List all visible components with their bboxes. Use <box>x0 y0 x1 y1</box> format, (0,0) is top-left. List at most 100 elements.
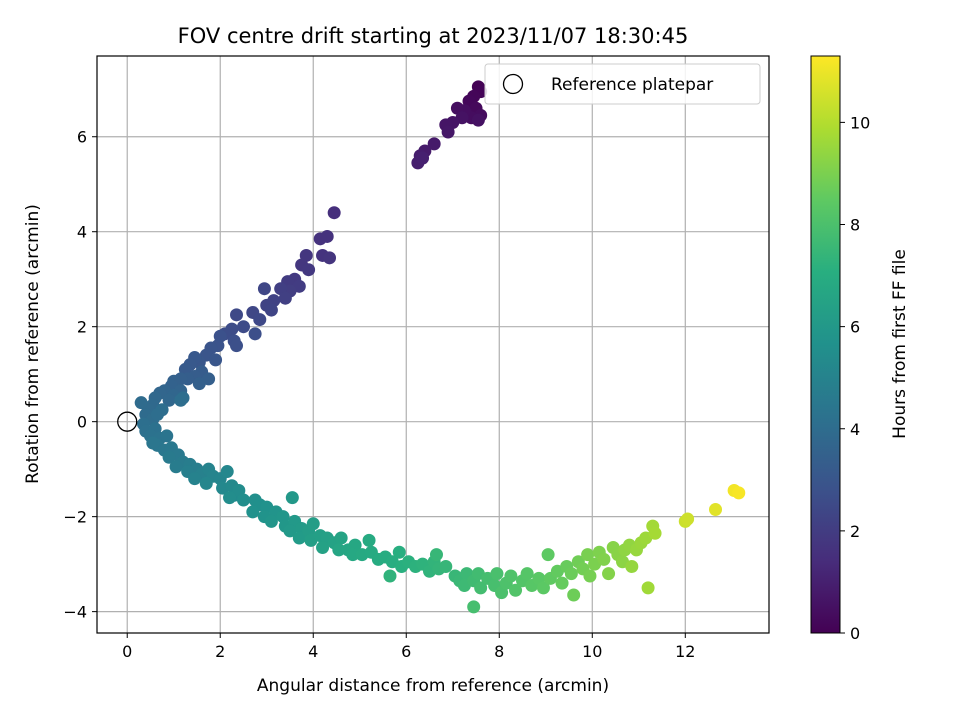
data-point <box>316 541 330 555</box>
x-tick-label: 8 <box>494 642 504 661</box>
data-point <box>223 491 237 505</box>
data-point <box>285 491 299 505</box>
y-axis-ticks: −4 −2 0 2 4 6 <box>63 128 97 622</box>
data-point <box>155 403 169 417</box>
reference-marker-group <box>117 411 138 432</box>
data-point <box>169 460 183 474</box>
data-point <box>246 505 260 519</box>
data-point <box>597 552 611 566</box>
data-point <box>490 567 504 581</box>
data-point <box>188 472 202 486</box>
y-tick-label: 0 <box>77 413 87 432</box>
data-point <box>427 137 441 151</box>
data-point <box>536 581 550 595</box>
data-point <box>236 493 250 507</box>
data-point <box>253 313 267 327</box>
data-point <box>541 548 555 562</box>
data-point <box>278 291 292 305</box>
data-point <box>162 450 176 464</box>
data-point <box>283 524 297 538</box>
data-point <box>230 308 244 322</box>
x-tick-label: 4 <box>308 642 318 661</box>
data-point <box>567 588 581 602</box>
data-point <box>648 526 662 540</box>
legend-entry-label: Reference platepar <box>551 75 713 95</box>
reference-platepar-marker <box>117 411 138 432</box>
colorbar-ticks: 0 2 4 6 8 10 <box>840 113 870 643</box>
x-axis-ticks: 0 2 4 6 8 10 12 <box>122 633 695 661</box>
data-point <box>162 393 176 407</box>
x-tick-label: 10 <box>582 642 602 661</box>
data-point <box>199 476 213 490</box>
data-point <box>474 581 488 595</box>
x-tick-label: 12 <box>675 642 695 661</box>
colorbar-tick-label: 0 <box>850 624 860 643</box>
colorbar-tick-label: 4 <box>850 420 860 439</box>
data-point <box>332 543 346 557</box>
data-point <box>302 263 316 277</box>
colorbar-tick-label: 10 <box>850 113 870 132</box>
data-point <box>230 339 244 353</box>
data-point <box>641 581 655 595</box>
legend: Reference platepar <box>484 63 761 105</box>
data-point <box>248 327 262 341</box>
y-tick-label: −2 <box>63 508 87 527</box>
colorbar-label: Hours from first FF file <box>890 249 910 439</box>
y-tick-label: 6 <box>77 128 87 147</box>
colorbar-tick-label: 8 <box>850 216 860 235</box>
data-point <box>346 548 360 562</box>
data-point <box>209 353 223 367</box>
data-point <box>625 560 639 574</box>
data-point <box>192 377 206 391</box>
data-point <box>323 251 337 265</box>
data-point <box>564 567 578 581</box>
data-point <box>383 569 397 583</box>
colorbar-frame <box>810 55 841 634</box>
data-point <box>392 545 406 559</box>
data-point <box>581 548 595 562</box>
data-point <box>160 429 174 443</box>
data-point <box>334 531 348 545</box>
data-point <box>220 465 234 479</box>
colorbar-tick-label: 2 <box>850 522 860 541</box>
data-point <box>520 567 534 581</box>
data-point <box>509 583 523 597</box>
x-axis-label: Angular distance from reference (arcmin) <box>257 676 609 696</box>
data-point <box>236 320 250 334</box>
data-point <box>416 151 430 165</box>
data-point <box>583 569 597 583</box>
y-tick-label: 2 <box>77 318 87 337</box>
colorbar: 0 2 4 6 8 10 Hours from first FF file <box>810 55 910 643</box>
x-tick-label: 0 <box>122 642 132 661</box>
data-point <box>292 531 306 545</box>
data-point <box>306 517 320 531</box>
data-point <box>555 576 569 590</box>
data-point <box>471 113 485 127</box>
data-point <box>709 503 723 517</box>
data-point <box>429 548 443 562</box>
colorbar-gradient <box>811 56 840 633</box>
data-point <box>439 560 453 574</box>
data-point <box>504 569 518 583</box>
data-point <box>313 232 327 246</box>
y-tick-label: 4 <box>77 223 87 242</box>
data-point <box>134 396 148 410</box>
data-point <box>264 303 278 317</box>
y-tick-label: −4 <box>63 603 87 622</box>
x-tick-label: 2 <box>215 642 225 661</box>
data-point <box>257 282 271 296</box>
data-point <box>174 393 188 407</box>
colorbar-tick-label: 6 <box>850 318 860 337</box>
data-point <box>264 514 278 528</box>
data-point <box>732 486 746 500</box>
data-point <box>467 600 481 614</box>
grid-lines <box>97 56 769 633</box>
data-point <box>441 125 455 139</box>
data-points <box>134 80 746 614</box>
x-tick-label: 6 <box>401 642 411 661</box>
plot-frame <box>96 55 770 634</box>
data-point <box>362 533 376 547</box>
legend-box <box>484 63 761 105</box>
data-point <box>602 567 616 581</box>
